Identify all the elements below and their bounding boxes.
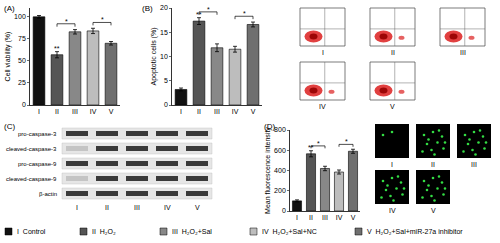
svg-text:20: 20 xyxy=(160,4,168,11)
svg-text:II: II xyxy=(309,214,313,221)
svg-text:IV: IV xyxy=(90,108,97,115)
svg-text:*: * xyxy=(101,16,104,23)
svg-text:III: III xyxy=(72,108,78,115)
svg-text:pro-caspase-9: pro-caspase-9 xyxy=(18,161,57,167)
svg-text:200: 200 xyxy=(274,187,286,194)
svg-text:5: 5 xyxy=(164,77,168,84)
svg-text:V: V xyxy=(109,108,114,115)
svg-text:*: * xyxy=(65,18,68,25)
svg-text:β-actin: β-actin xyxy=(39,191,57,197)
svg-text:IV: IV xyxy=(389,207,396,214)
svg-text:IV: IV xyxy=(232,108,239,115)
svg-text:*: * xyxy=(243,10,246,17)
svg-text:I: I xyxy=(322,49,324,56)
svg-text:II: II xyxy=(391,49,395,56)
svg-text:I: I xyxy=(180,108,182,115)
svg-text:V: V xyxy=(390,103,395,110)
svg-text:III: III xyxy=(471,161,477,168)
svg-text:50: 50 xyxy=(18,57,26,64)
svg-text:IV H₂O₂+Sal+NC: IV H₂O₂+Sal+NC xyxy=(262,228,317,235)
svg-text:V: V xyxy=(251,108,256,115)
svg-text:I Control: I Control xyxy=(17,228,46,235)
svg-text:cleaved-caspase-9: cleaved-caspase-9 xyxy=(6,176,57,182)
svg-text:V H₂O₂+Sal+miR-27a inhibitor: V H₂O₂+Sal+miR-27a inhibitor xyxy=(367,228,463,235)
svg-text:I: I xyxy=(76,204,78,211)
svg-text:75: 75 xyxy=(18,35,26,42)
svg-text:(D): (D) xyxy=(264,122,275,131)
svg-text:II: II xyxy=(431,161,435,168)
svg-text:(B): (B) xyxy=(142,4,153,13)
svg-text:Cell viability (%): Cell viability (%) xyxy=(4,32,12,82)
svg-text:0: 0 xyxy=(22,101,26,108)
svg-text:II: II xyxy=(55,108,59,115)
svg-text:100: 100 xyxy=(14,13,26,20)
svg-text:10: 10 xyxy=(160,53,168,60)
svg-text:Apoptotic cells (%): Apoptotic cells (%) xyxy=(150,28,158,86)
svg-text:**: ** xyxy=(196,11,202,18)
svg-text:III: III xyxy=(460,49,466,56)
svg-text:II H₂O₂: II H₂O₂ xyxy=(92,228,116,235)
svg-text:400: 400 xyxy=(274,167,286,174)
svg-text:V: V xyxy=(195,204,200,211)
svg-text:V: V xyxy=(431,207,436,214)
svg-text:II: II xyxy=(197,108,201,115)
svg-text:(A): (A) xyxy=(4,4,15,13)
svg-text:III: III xyxy=(322,214,328,221)
svg-text:pro-caspase-3: pro-caspase-3 xyxy=(18,131,57,137)
svg-text:800: 800 xyxy=(274,126,286,133)
svg-text:IV: IV xyxy=(319,103,326,110)
svg-text:*: * xyxy=(317,140,320,147)
svg-text:25: 25 xyxy=(18,79,26,86)
svg-text:IV: IV xyxy=(164,204,171,211)
svg-text:Mean fluorescence intensity: Mean fluorescence intensity xyxy=(264,127,272,214)
svg-text:0: 0 xyxy=(164,101,168,108)
svg-text:IV: IV xyxy=(336,214,343,221)
svg-text:I: I xyxy=(38,108,40,115)
svg-text:I: I xyxy=(296,214,298,221)
svg-text:V: V xyxy=(351,214,356,221)
svg-text:cleaved-caspase-3: cleaved-caspase-3 xyxy=(6,146,57,152)
svg-text:600: 600 xyxy=(274,147,286,154)
svg-text:II: II xyxy=(105,204,109,211)
svg-text:**: ** xyxy=(308,144,314,151)
svg-text:0: 0 xyxy=(282,207,286,214)
svg-text:**: ** xyxy=(54,45,60,52)
svg-text:*: * xyxy=(207,6,210,13)
svg-text:15: 15 xyxy=(160,29,168,36)
svg-text:III: III xyxy=(214,108,220,115)
svg-text:*: * xyxy=(345,138,348,145)
svg-text:III: III xyxy=(134,204,140,211)
svg-text:(C): (C) xyxy=(4,122,15,131)
svg-text:III H₂O₂+Sal: III H₂O₂+Sal xyxy=(172,228,212,235)
svg-text:I: I xyxy=(391,161,393,168)
